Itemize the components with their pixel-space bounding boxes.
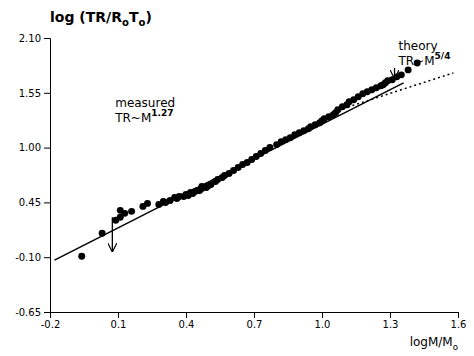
line [55, 83, 404, 260]
exponent: 5/4 [435, 51, 451, 61]
y-tick-mark [44, 202, 50, 203]
x-tick-mark [186, 312, 187, 318]
y-tick-label: 0.45 [19, 197, 41, 208]
x-tick-label: 1.3 [383, 319, 399, 330]
x-tick-label: 0.4 [179, 319, 195, 330]
point [144, 200, 151, 207]
x-axis: -0.2 0.1 0.4 0.7 1.0 1.3 1.6 [41, 312, 467, 330]
arrow [394, 68, 395, 78]
annotations: measuredTR~M1.27theoryTR~M5/4 [112, 39, 450, 251]
title: log (TR/RoTo) [50, 9, 152, 28]
x-tick-mark [254, 312, 255, 318]
x-tick-label: 1.6 [451, 319, 467, 330]
annotation: theory [399, 39, 438, 53]
point [398, 71, 405, 78]
formula: TR~M [398, 54, 435, 68]
y-tick-label: -0.10 [15, 252, 41, 263]
y-tick: 0.45 [19, 197, 50, 208]
x-tick-label: 0.1 [111, 319, 127, 330]
y-tick-label: 1.00 [19, 142, 41, 153]
formula: TR~M [114, 111, 151, 125]
x-tick: -0.2 [41, 312, 61, 330]
y-tick-mark [44, 93, 50, 94]
x-tick: 1.6 [451, 312, 467, 330]
subscript: o [122, 17, 129, 28]
y-tick-mark [44, 257, 50, 258]
y-tick-label: 2.10 [19, 33, 41, 44]
x-tick: 0.4 [179, 312, 195, 330]
chart: -0.2 0.1 0.4 0.7 1.0 1.3 1.6 -0.65 -0.10 0.45 1.00… [0, 0, 474, 356]
x-tick-label: 0.7 [247, 319, 263, 330]
y-tick: 2.10 [19, 33, 50, 44]
line [333, 73, 453, 112]
x-tick: 0.7 [247, 312, 263, 330]
arrow [112, 217, 113, 251]
x-axis-label: logM/Mo [410, 335, 458, 352]
y-tick: 1.00 [19, 142, 50, 153]
x-tick-label: -0.2 [41, 319, 61, 330]
text-part: log (TR/R [50, 9, 122, 25]
x-tick-mark [118, 312, 119, 318]
x-tick: 1.0 [315, 312, 331, 330]
point [78, 253, 85, 260]
y-tick-label: 1.55 [19, 88, 41, 99]
y-tick: 1.55 [19, 88, 50, 99]
text-part: logM/M [410, 335, 453, 349]
annotation-formula: TR~M1.27 [114, 108, 173, 125]
y-tick-label: -0.65 [15, 307, 41, 318]
x-tick-mark [390, 312, 391, 318]
x-tick: 0.1 [111, 312, 127, 330]
x-axis-line [51, 313, 459, 319]
x-tick-mark [458, 312, 459, 318]
exponent: 1.27 [151, 108, 173, 118]
annotation-formula: TR~M5/4 [398, 51, 451, 68]
y-tick-mark [44, 148, 50, 149]
text-part: T [129, 9, 139, 25]
x-tick: 1.3 [383, 312, 399, 330]
x-tick-mark [322, 312, 323, 318]
x-tick-label: 1.0 [315, 319, 331, 330]
plot: -0.2 0.1 0.4 0.7 1.0 1.3 1.6 -0.65 -0.10 0.45 1.00… [15, 33, 466, 330]
y-tick-mark [44, 312, 50, 313]
subscript: o [453, 342, 458, 352]
point [128, 208, 135, 215]
y-tick: -0.65 [15, 307, 50, 318]
y-tick-mark [44, 38, 50, 39]
subscript: o [138, 17, 145, 28]
point [117, 207, 124, 214]
data-area [55, 59, 454, 260]
y-axis-line [44, 39, 51, 313]
text-part: ) [145, 9, 151, 25]
y-axis: -0.65 -0.10 0.45 1.00 1.55 2.10 [15, 33, 50, 318]
y-tick: -0.10 [15, 252, 50, 263]
